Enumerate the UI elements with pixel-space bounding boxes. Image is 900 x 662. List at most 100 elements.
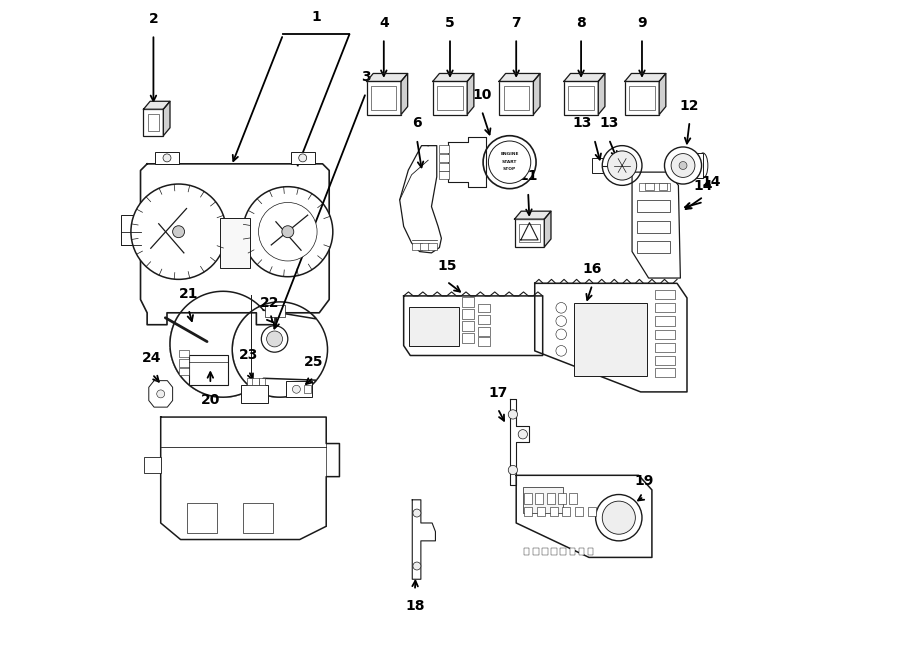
Bar	[258, 378, 265, 385]
Text: 10: 10	[472, 88, 491, 102]
Bar	[121, 215, 142, 245]
Bar	[655, 343, 675, 352]
Bar	[558, 493, 566, 504]
Text: 7: 7	[511, 16, 521, 30]
Bar	[143, 109, 164, 136]
Bar	[515, 219, 544, 247]
Text: 12: 12	[680, 99, 699, 113]
Text: 24: 24	[142, 352, 162, 365]
Bar	[420, 243, 429, 250]
Bar	[155, 152, 179, 164]
Bar	[574, 303, 647, 376]
Text: 14: 14	[702, 175, 721, 189]
Text: 5: 5	[446, 16, 454, 30]
Polygon shape	[625, 73, 666, 81]
Bar	[561, 548, 566, 555]
Polygon shape	[448, 137, 486, 187]
Bar	[438, 163, 449, 171]
Polygon shape	[401, 73, 408, 115]
Bar	[639, 183, 670, 191]
Polygon shape	[598, 73, 605, 115]
Text: STOP: STOP	[503, 167, 516, 171]
Circle shape	[173, 226, 184, 238]
Circle shape	[664, 147, 702, 184]
Circle shape	[413, 562, 421, 570]
Bar	[252, 378, 258, 385]
Text: 9: 9	[637, 16, 647, 30]
Circle shape	[243, 187, 333, 277]
Polygon shape	[164, 101, 170, 136]
Circle shape	[608, 151, 636, 180]
Bar	[178, 368, 188, 375]
Bar	[438, 171, 449, 179]
Text: 13: 13	[572, 117, 592, 130]
Bar	[187, 503, 217, 533]
Bar	[564, 81, 598, 115]
Bar	[655, 356, 675, 365]
Bar	[247, 378, 254, 385]
Bar	[524, 548, 529, 555]
Bar	[462, 297, 473, 307]
Text: 14: 14	[694, 179, 714, 193]
Polygon shape	[534, 73, 540, 115]
Circle shape	[266, 331, 283, 347]
Circle shape	[556, 316, 566, 326]
Polygon shape	[535, 283, 687, 392]
Bar	[438, 154, 449, 162]
Bar	[569, 86, 594, 110]
Bar	[629, 86, 654, 110]
Bar	[550, 507, 557, 516]
Polygon shape	[467, 73, 473, 115]
Polygon shape	[659, 73, 666, 115]
Bar	[286, 381, 312, 397]
Bar	[655, 290, 675, 299]
Circle shape	[556, 329, 566, 340]
Bar	[178, 359, 188, 367]
Bar	[241, 385, 268, 403]
Polygon shape	[140, 164, 329, 325]
Text: 8: 8	[576, 16, 586, 30]
Polygon shape	[515, 211, 551, 219]
Bar	[546, 493, 554, 504]
Bar	[678, 153, 703, 178]
Bar	[428, 243, 437, 250]
Bar	[462, 321, 473, 331]
Bar	[588, 548, 593, 555]
Bar	[148, 114, 158, 131]
Bar	[478, 327, 490, 336]
Bar	[537, 507, 544, 516]
Circle shape	[508, 410, 518, 419]
Bar	[478, 304, 490, 312]
Ellipse shape	[698, 153, 707, 178]
Text: 2: 2	[148, 12, 158, 26]
Polygon shape	[400, 146, 441, 253]
Text: START: START	[502, 160, 518, 164]
Bar	[543, 548, 547, 555]
Bar	[655, 316, 675, 326]
Polygon shape	[544, 211, 551, 247]
Bar	[409, 307, 459, 346]
Text: 4: 4	[379, 16, 389, 30]
Bar	[433, 81, 467, 115]
Circle shape	[299, 154, 307, 162]
Bar	[144, 457, 161, 473]
Bar	[244, 503, 274, 533]
Bar	[579, 548, 584, 555]
Bar	[562, 507, 571, 516]
Bar	[636, 241, 670, 253]
Bar	[519, 224, 540, 242]
Bar	[366, 81, 401, 115]
Circle shape	[489, 141, 531, 183]
Circle shape	[680, 162, 687, 169]
Polygon shape	[564, 73, 605, 81]
Bar	[592, 158, 603, 173]
Text: 16: 16	[582, 262, 602, 276]
Text: 25: 25	[304, 355, 323, 369]
Polygon shape	[509, 399, 529, 485]
Text: 11: 11	[518, 169, 538, 183]
Bar	[524, 493, 532, 504]
Bar	[478, 337, 490, 346]
Circle shape	[671, 154, 695, 177]
Circle shape	[282, 226, 293, 238]
Bar	[504, 86, 529, 110]
